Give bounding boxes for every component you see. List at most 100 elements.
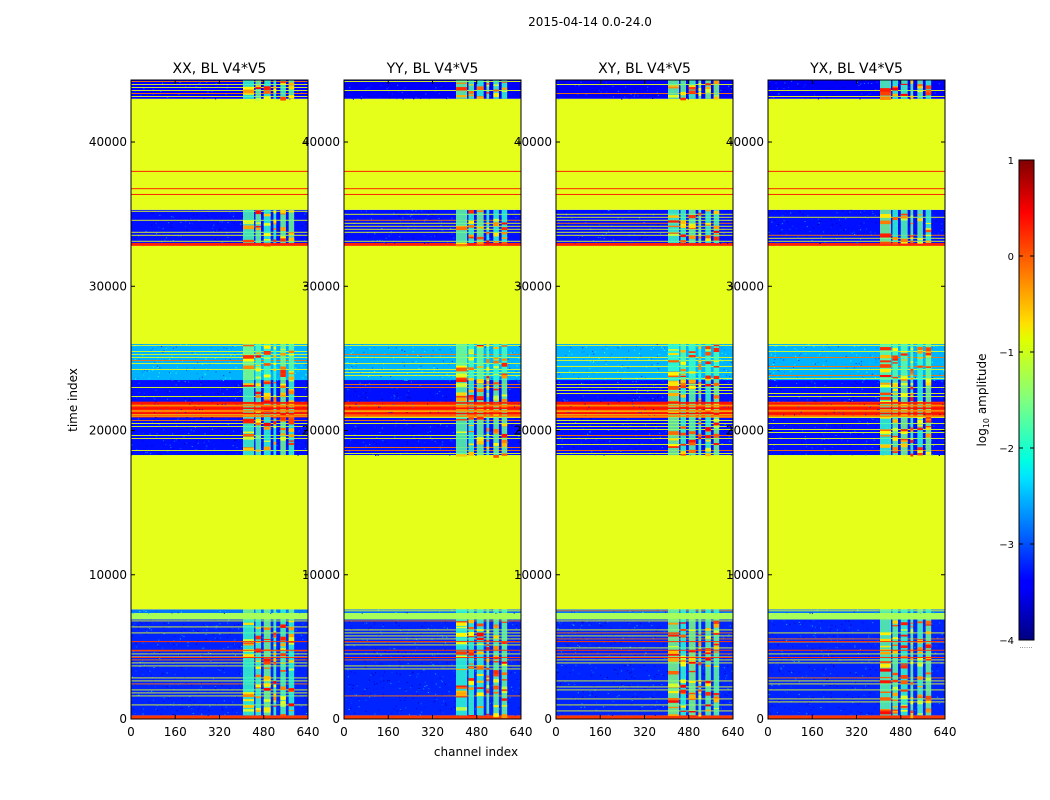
noise-pixel — [636, 646, 638, 648]
noise-pixel — [355, 701, 357, 703]
noise-pixel — [632, 668, 634, 670]
noise-pixel — [232, 701, 234, 703]
noise-pixel — [213, 444, 215, 446]
rfi-blob — [456, 707, 468, 711]
rfi-blob — [273, 663, 277, 665]
rfi-column — [255, 380, 261, 456]
noise-pixel — [234, 398, 237, 400]
noise-pixel — [654, 700, 656, 702]
noise-pixel — [202, 218, 204, 220]
noise-pixel — [507, 358, 509, 360]
noise-pixel — [620, 641, 622, 643]
noise-pixel — [169, 635, 171, 637]
noise-pixel — [145, 629, 147, 631]
noise-pixel — [381, 228, 383, 230]
noise-pixel — [664, 418, 666, 420]
rfi-blob — [493, 240, 499, 243]
noise-pixel — [394, 648, 396, 650]
rfi-blob — [476, 651, 484, 655]
noise-pixel — [216, 349, 219, 351]
noise-pixel — [148, 710, 150, 712]
rfi-blob — [493, 442, 499, 446]
noise-pixel — [396, 219, 398, 221]
rfi-blob — [486, 692, 490, 694]
rfi-blob — [501, 406, 508, 409]
noise-pixel — [131, 444, 133, 446]
noise-pixel — [349, 87, 351, 89]
noise-pixel — [304, 692, 306, 694]
rfi-blob — [273, 381, 277, 384]
noise-pixel — [395, 705, 397, 707]
rfi-blob — [263, 345, 271, 349]
noise-pixel — [214, 357, 217, 359]
noise-pixel — [165, 631, 168, 633]
noise-pixel — [239, 386, 242, 388]
noise-pixel — [161, 82, 164, 84]
noise-pixel — [304, 82, 306, 84]
noise-pixel — [306, 357, 308, 359]
noise-pixel — [363, 91, 365, 93]
noise-pixel — [518, 693, 521, 695]
noise-pixel — [138, 376, 140, 378]
noise-pixel — [450, 351, 452, 353]
noise-pixel — [192, 630, 195, 632]
rfi-blob — [255, 449, 261, 452]
noise-pixel — [354, 388, 356, 390]
rfi-blob — [501, 687, 508, 690]
noise-pixel — [202, 440, 204, 442]
rfi-blob — [255, 696, 261, 699]
flag-row — [556, 710, 733, 712]
noise-pixel — [151, 224, 153, 226]
rfi-blob — [501, 358, 508, 361]
noise-pixel — [184, 397, 186, 399]
noise-pixel — [296, 351, 298, 353]
flag-row — [131, 96, 308, 97]
noise-pixel — [593, 682, 596, 684]
noise-pixel — [237, 623, 240, 625]
noise-pixel — [153, 367, 156, 369]
noise-pixel — [278, 417, 280, 419]
noise-pixel — [687, 441, 689, 443]
noise-pixel — [390, 213, 393, 215]
noise-pixel — [393, 451, 395, 453]
noise-pixel — [384, 85, 387, 87]
noise-pixel — [169, 374, 171, 376]
noise-pixel — [272, 637, 274, 639]
noise-pixel — [450, 227, 452, 229]
noise-pixel — [349, 631, 352, 633]
noise-pixel — [406, 372, 409, 374]
noise-pixel — [175, 400, 177, 402]
noise-pixel — [371, 367, 374, 369]
noise-pixel — [433, 664, 435, 666]
noise-pixel — [191, 713, 194, 715]
rfi-blob — [273, 441, 277, 445]
noise-pixel — [287, 346, 289, 348]
noise-pixel — [448, 363, 450, 365]
noise-pixel — [363, 690, 366, 692]
noise-pixel — [143, 406, 146, 408]
noise-pixel — [627, 693, 629, 695]
noise-pixel — [361, 612, 363, 614]
noise-pixel — [439, 349, 441, 351]
noise-pixel — [564, 660, 566, 662]
noise-pixel — [591, 442, 593, 444]
red-line — [344, 244, 521, 246]
noise-pixel — [627, 622, 629, 624]
noise-pixel — [660, 610, 662, 612]
noise-pixel — [366, 639, 368, 641]
noise-pixel — [221, 706, 223, 708]
rfi-column — [493, 80, 499, 99]
red-line — [131, 244, 308, 246]
noise-pixel — [413, 224, 415, 226]
noise-pixel — [207, 216, 209, 218]
noise-pixel — [151, 690, 153, 692]
noise-pixel — [229, 377, 231, 379]
noise-pixel — [431, 658, 433, 660]
noise-pixel — [222, 380, 225, 382]
noise-pixel — [160, 447, 162, 449]
noise-pixel — [235, 439, 237, 441]
noise-pixel — [135, 670, 137, 672]
noise-pixel — [149, 347, 151, 349]
noise-pixel — [240, 673, 242, 675]
noise-pixel — [434, 226, 436, 228]
